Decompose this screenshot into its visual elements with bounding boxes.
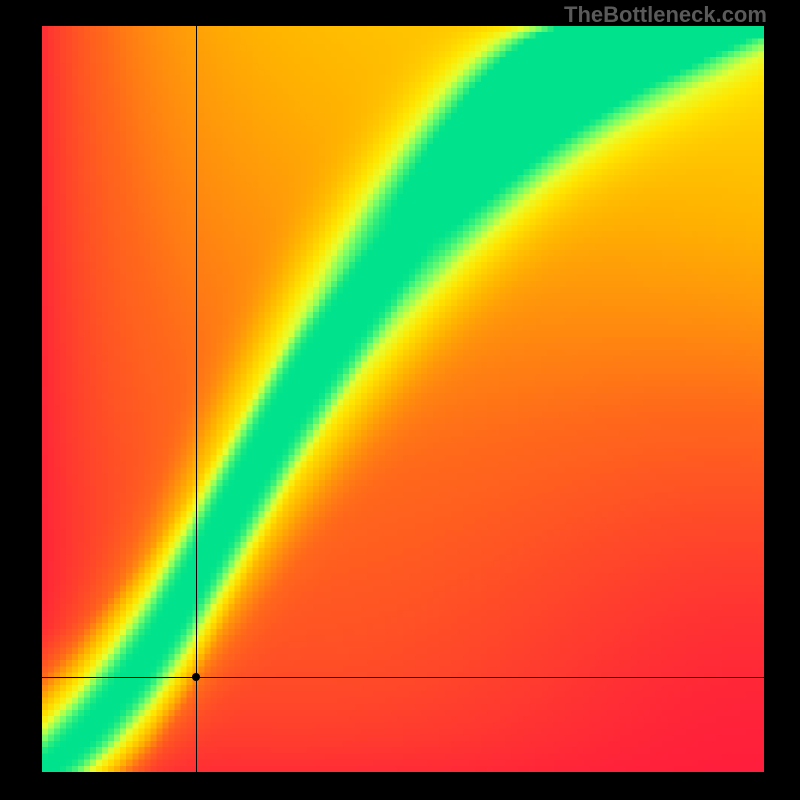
crosshair-horizontal [42, 677, 764, 678]
figure-root: TheBottleneck.com [0, 0, 800, 800]
bottleneck-heatmap [42, 26, 764, 772]
crosshair-marker [192, 673, 200, 681]
crosshair-vertical [196, 26, 197, 772]
watermark-label: TheBottleneck.com [564, 2, 767, 28]
